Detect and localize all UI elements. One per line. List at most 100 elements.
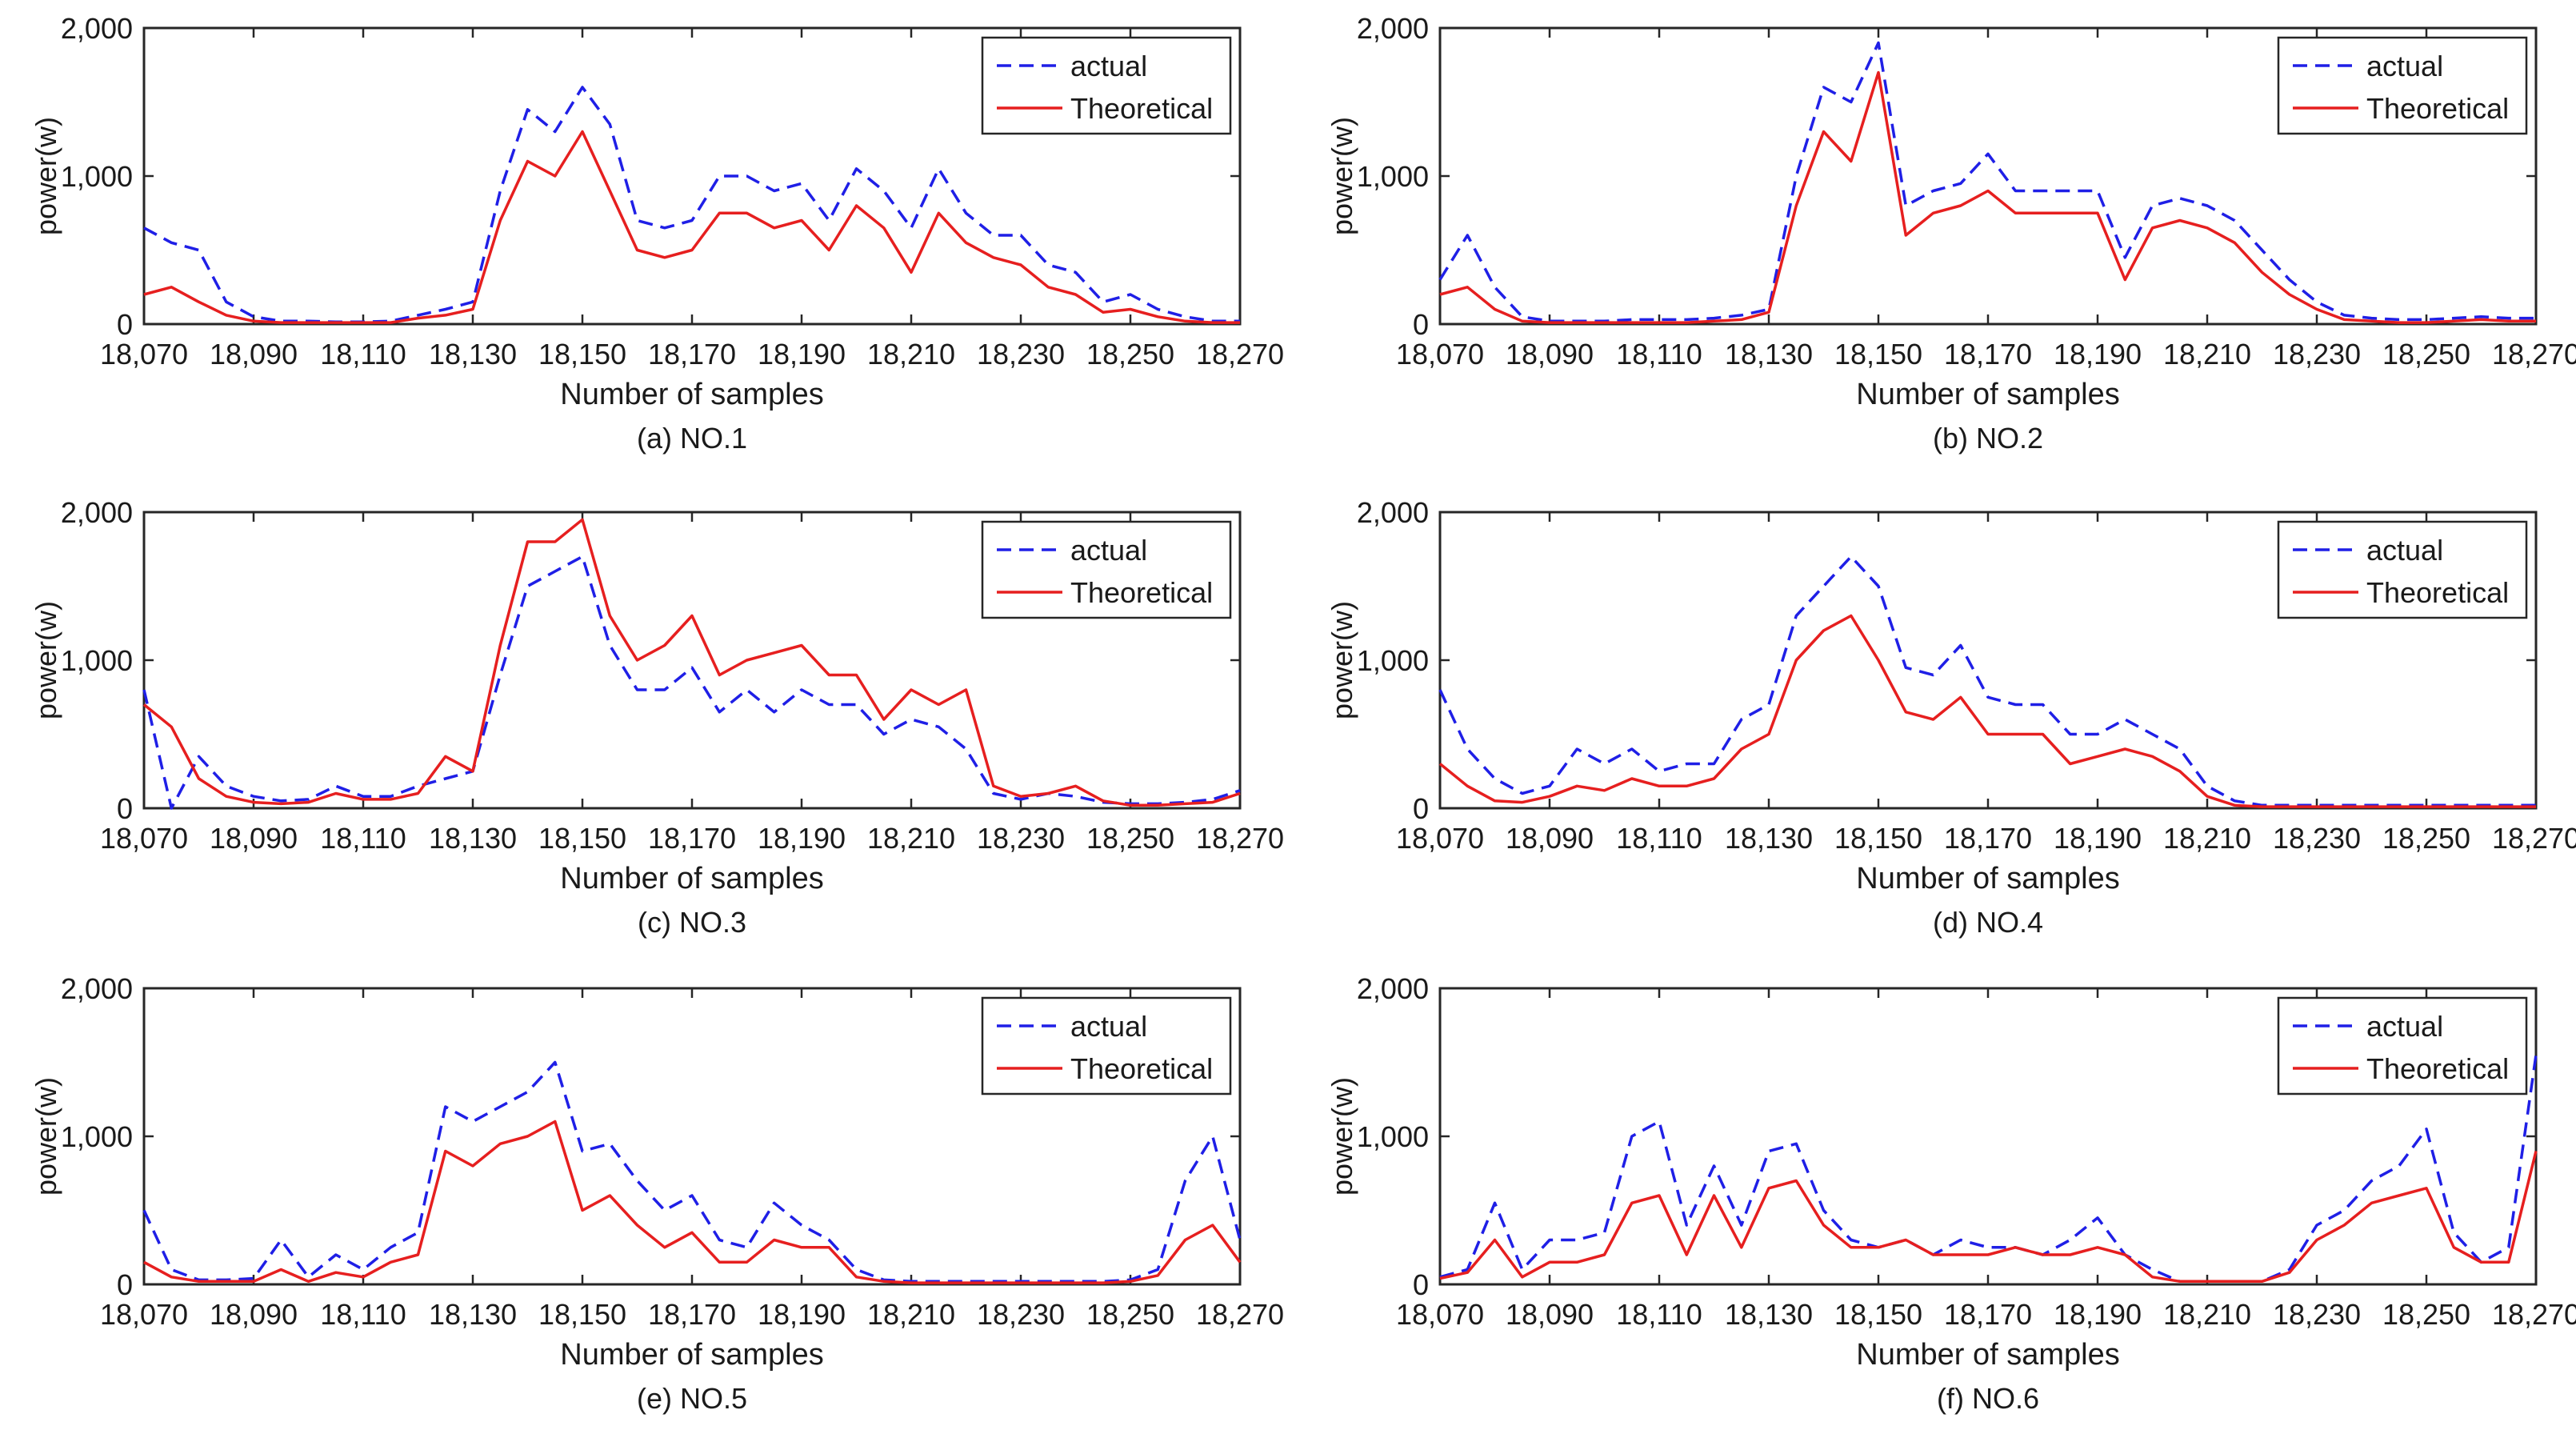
legend-box [981, 36, 1232, 135]
y-tick-label: 1,000 [61, 644, 133, 677]
y-tick-label: 2,000 [1357, 12, 1429, 45]
x-tick-label: 18,170 [648, 1298, 736, 1331]
series-line-theoretical [142, 518, 1241, 807]
x-tick-label: 18,130 [429, 338, 517, 371]
y-tick-label: 2,000 [1357, 972, 1429, 1005]
x-tick-label: 18,190 [758, 822, 846, 855]
x-tick-label: 18,210 [867, 822, 955, 855]
x-tick-label: 18,170 [1944, 1298, 2032, 1331]
x-tick-label: 18,170 [1944, 822, 2032, 855]
x-tick-label: 18,270 [2492, 822, 2576, 855]
y-tick-label: 2,000 [1357, 496, 1429, 529]
x-tick-label: 18,110 [320, 1298, 406, 1331]
series-line-actual [142, 555, 1241, 810]
x-tick-label: 18,070 [100, 1298, 188, 1331]
x-tick-label: 18,230 [977, 822, 1065, 855]
series-line-theoretical [143, 130, 1240, 324]
x-tick-label: 18,110 [1616, 822, 1702, 855]
legend-box [981, 520, 1232, 619]
y-tick-label: 1,000 [1357, 1120, 1429, 1153]
legend-theoretical-label: Theoretical [1070, 1052, 1213, 1085]
x-tick-label: 18,190 [758, 1298, 846, 1331]
legend-box [2277, 996, 2528, 1096]
x-axis-label: Number of samples [1856, 862, 2119, 895]
x-tick-label: 18,150 [538, 822, 626, 855]
x-tick-label: 18,250 [2382, 1298, 2470, 1331]
chart-svg: 18,070 18,090 18,110 18,130 18,150 18,170 18,1… [1326, 12, 2576, 455]
x-tick-label: 18,230 [2273, 338, 2361, 371]
y-tick-label: 1,000 [61, 160, 133, 193]
chart-panel-3: 18,070 18,090 18,110 18,130 18,150 18,170 18,1… [16, 492, 1284, 964]
x-tick-label: 18,130 [1725, 822, 1813, 855]
panel-caption: (c) NO.3 [638, 906, 746, 939]
y-tick-label: 0 [1413, 792, 1429, 825]
chart-panel-6: 18,070 18,090 18,110 18,130 18,150 18,170 18,1… [1312, 968, 2576, 1440]
x-tick-label: 18,130 [429, 1298, 517, 1331]
x-tick-label: 18,270 [1196, 338, 1284, 371]
chart-panel-2: 18,070 18,090 18,110 18,130 18,150 18,170 18,1… [1312, 8, 2576, 480]
x-tick-label: 18,150 [1834, 1298, 1922, 1331]
y-tick-label: 0 [117, 308, 133, 341]
series-line-actual [1439, 1055, 2538, 1284]
legend-theoretical-label: Theoretical [1070, 92, 1213, 125]
legend-box [2277, 36, 2528, 135]
x-tick-label: 18,250 [2382, 338, 2470, 371]
legend-actual-label: actual [1070, 1010, 1147, 1043]
x-tick-label: 18,210 [2163, 338, 2251, 371]
x-tick-label: 18,110 [320, 338, 406, 371]
x-tick-label: 18,250 [2382, 822, 2470, 855]
x-axis-label: Number of samples [560, 862, 823, 895]
y-tick-label: 0 [1413, 308, 1429, 341]
x-tick-label: 18,090 [210, 822, 298, 855]
legend: actual Theoretical [981, 996, 1232, 1096]
y-tick-label: 2,000 [61, 12, 133, 45]
series-line-theoretical [1439, 1151, 2538, 1284]
x-tick-label: 18,190 [2054, 338, 2142, 371]
y-axis-label: power(w) [30, 601, 62, 719]
chart-svg: 18,070 18,090 18,110 18,130 18,150 18,170 18,1… [30, 496, 1284, 939]
chart-svg: 18,070 18,090 18,110 18,130 18,150 18,170 18,1… [1326, 972, 2576, 1415]
legend-box [981, 996, 1232, 1096]
x-tick-label: 18,130 [1725, 1298, 1813, 1331]
x-tick-label: 18,150 [538, 338, 626, 371]
x-tick-label: 18,070 [100, 822, 188, 855]
x-tick-label: 18,230 [977, 1298, 1065, 1331]
x-tick-label: 18,170 [1944, 338, 2032, 371]
series-line-actual [143, 86, 1240, 323]
y-axis-label: power(w) [30, 117, 62, 235]
panel-caption: (a) NO.1 [637, 422, 747, 455]
x-tick-label: 18,130 [1725, 338, 1813, 371]
panel-caption: (e) NO.5 [637, 1382, 747, 1415]
legend: actual Theoretical [981, 36, 1232, 135]
y-tick-label: 1,000 [61, 1120, 133, 1153]
series-line-theoretical [1439, 70, 2536, 324]
x-tick-label: 18,210 [867, 338, 955, 371]
chart-panel-5: 18,070 18,090 18,110 18,130 18,150 18,170 18,1… [16, 968, 1284, 1440]
x-tick-label: 18,270 [2492, 1298, 2576, 1331]
legend-actual-label: actual [2366, 50, 2443, 82]
x-tick-label: 18,190 [758, 338, 846, 371]
x-axis-label: Number of samples [1856, 378, 2119, 411]
x-axis-label: Number of samples [1856, 1338, 2119, 1372]
legend-theoretical-label: Theoretical [2366, 576, 2509, 609]
x-tick-label: 18,070 [1396, 1298, 1484, 1331]
legend-actual-label: actual [2366, 534, 2443, 567]
y-axis-label: power(w) [1326, 601, 1358, 719]
legend-theoretical-label: Theoretical [2366, 1052, 2509, 1085]
x-tick-label: 18,170 [648, 338, 736, 371]
x-tick-label: 18,250 [1086, 822, 1174, 855]
x-axis-label: Number of samples [560, 378, 823, 411]
x-tick-label: 18,150 [1834, 822, 1922, 855]
x-tick-label: 18,090 [210, 338, 298, 371]
y-axis-label: power(w) [1326, 1077, 1358, 1196]
y-tick-label: 1,000 [1357, 644, 1429, 677]
legend: actual Theoretical [981, 520, 1232, 619]
chart-svg: 18,070 18,090 18,110 18,130 18,150 18,170 18,1… [30, 972, 1284, 1415]
y-tick-label: 2,000 [61, 972, 133, 1005]
x-tick-label: 18,090 [210, 1298, 298, 1331]
x-tick-label: 18,270 [2492, 338, 2576, 371]
x-tick-label: 18,070 [1396, 338, 1484, 371]
x-tick-label: 18,230 [2273, 822, 2361, 855]
x-tick-label: 18,130 [429, 822, 517, 855]
series-line-actual [1438, 41, 2536, 323]
